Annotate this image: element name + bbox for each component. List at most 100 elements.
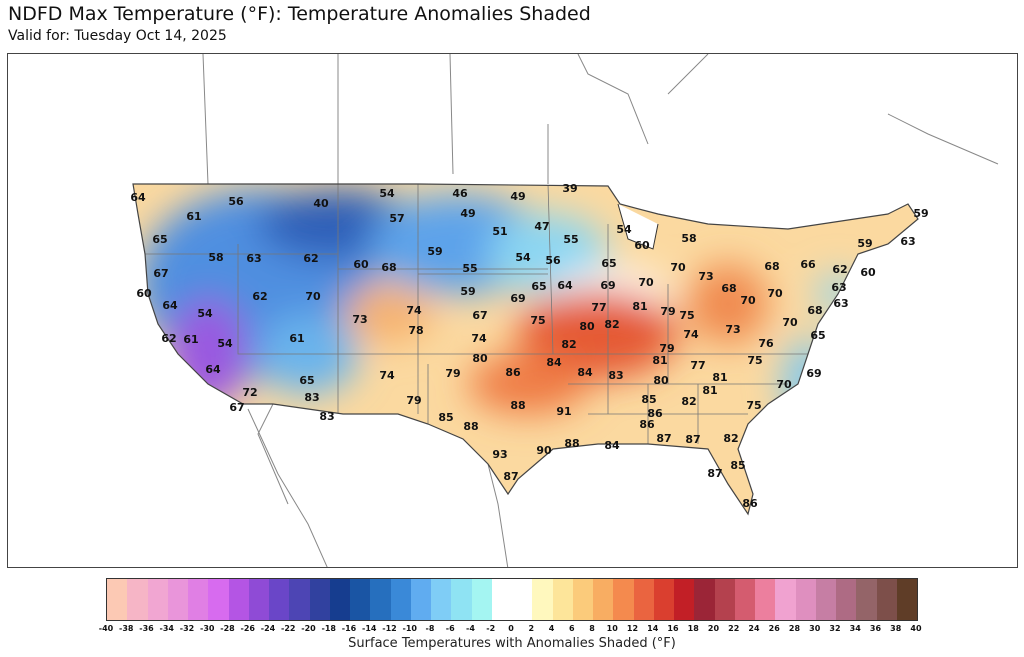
temperature-label: 58 xyxy=(681,232,697,245)
colorbar-swatch xyxy=(491,579,512,620)
temperature-label: 68 xyxy=(807,304,823,317)
colorbar-tick-label: 26 xyxy=(768,624,780,633)
temperature-label: 61 xyxy=(289,332,305,345)
colorbar-swatch xyxy=(532,579,553,620)
temperature-label: 87 xyxy=(685,433,701,446)
colorbar-swatch xyxy=(694,579,715,620)
colorbar-swatch xyxy=(674,579,695,620)
temperature-label: 86 xyxy=(742,497,758,510)
colorbar-tick-label: -2 xyxy=(486,624,496,633)
colorbar-tick-label: -26 xyxy=(240,624,255,633)
colorbar-swatch xyxy=(896,579,917,620)
temperature-label: 88 xyxy=(564,437,580,450)
temperature-label: 49 xyxy=(460,207,476,220)
colorbar-swatch xyxy=(188,579,209,620)
temperature-label: 83 xyxy=(608,369,624,382)
temperature-label: 86 xyxy=(647,407,663,420)
colorbar-tick-label: -16 xyxy=(341,624,357,633)
colorbar-tick-label: -20 xyxy=(301,624,316,633)
temperature-label: 80 xyxy=(653,374,669,387)
colorbar-tick-label: -8 xyxy=(425,624,435,633)
colorbar-swatch xyxy=(289,579,310,620)
colorbar-swatch xyxy=(167,579,188,620)
colorbar-tick-label: -18 xyxy=(321,624,336,633)
colorbar-tick-label: 40 xyxy=(910,624,922,633)
temperature-label: 80 xyxy=(472,352,488,365)
temperature-label: 64 xyxy=(557,279,573,292)
temperature-label: 56 xyxy=(228,195,244,208)
colorbar-tick-label: 38 xyxy=(890,624,902,633)
colorbar-swatch xyxy=(653,579,674,620)
temperature-label: 70 xyxy=(305,290,321,303)
temperature-label: 76 xyxy=(758,337,774,350)
temperature-label: 70 xyxy=(767,287,783,300)
temperature-label: 62 xyxy=(161,332,177,345)
colorbar-swatch xyxy=(248,579,269,620)
colorbar-tick-label: -34 xyxy=(159,624,174,633)
colorbar-tick-label: -36 xyxy=(139,624,154,633)
temperature-label: 69 xyxy=(806,367,822,380)
colorbar-swatch xyxy=(876,579,897,620)
temperature-label: 79 xyxy=(445,367,461,380)
temperature-label: 65 xyxy=(601,257,617,270)
temperature-label: 54 xyxy=(197,307,213,320)
temperature-label: 77 xyxy=(591,301,607,314)
temperature-label: 73 xyxy=(725,323,741,336)
colorbar-swatch xyxy=(471,579,492,620)
temperature-label: 55 xyxy=(563,233,579,246)
colorbar-swatch xyxy=(350,579,371,620)
temperature-label: 75 xyxy=(530,314,546,327)
temperature-label: 61 xyxy=(183,333,199,346)
temperature-label: 60 xyxy=(136,287,152,300)
colorbar-tick-label: 12 xyxy=(626,624,639,633)
temperature-label: 60 xyxy=(634,239,650,252)
colorbar-tick-label: -40 xyxy=(98,624,114,633)
temperature-label: 75 xyxy=(747,354,763,367)
temperature-label: 75 xyxy=(746,399,762,412)
temperature-label: 87 xyxy=(656,432,672,445)
temperature-label: 82 xyxy=(561,338,577,351)
colorbar-tick-label: 28 xyxy=(788,624,801,633)
temperature-label: 64 xyxy=(162,299,178,312)
temperature-label: 82 xyxy=(604,318,620,331)
temperature-label: 59 xyxy=(427,245,443,258)
temperature-label: 67 xyxy=(472,309,488,322)
temperature-label: 67 xyxy=(229,401,245,414)
temperature-label: 87 xyxy=(503,470,519,483)
colorbar-tick-label: 16 xyxy=(667,624,679,633)
colorbar-tick-label: -38 xyxy=(119,624,134,633)
colorbar-tick-label: 34 xyxy=(849,624,861,633)
temperature-label: 64 xyxy=(130,191,146,204)
temperature-label: 80 xyxy=(579,320,595,333)
colorbar-tick-label: -28 xyxy=(220,624,235,633)
colorbar-tick-label: 30 xyxy=(809,624,821,633)
temperature-label: 65 xyxy=(810,329,826,342)
colorbar-tick-label: -4 xyxy=(466,624,475,633)
temperature-label: 54 xyxy=(515,251,531,264)
colorbar-tick-label: -14 xyxy=(362,624,377,633)
temperature-label: 70 xyxy=(638,276,654,289)
temperature-label: 57 xyxy=(389,212,405,225)
temperature-label: 63 xyxy=(900,235,916,248)
colorbar-swatch xyxy=(593,579,614,620)
temperature-label: 58 xyxy=(208,251,224,264)
temperature-label: 55 xyxy=(462,262,478,275)
colorbar-tick-label: -32 xyxy=(179,624,195,633)
chart-title: NDFD Max Temperature (°F): Temperature A… xyxy=(8,3,591,25)
colorbar-swatch xyxy=(512,579,533,620)
temperature-label: 79 xyxy=(660,305,676,318)
temperature-label: 70 xyxy=(670,261,686,274)
temperature-label: 59 xyxy=(913,207,929,220)
colorbar-swatch xyxy=(795,579,816,620)
temperature-label: 54 xyxy=(379,187,395,200)
colorbar-swatch xyxy=(107,579,128,620)
temperature-label: 40 xyxy=(313,197,329,210)
temperature-label: 81 xyxy=(712,371,728,384)
temperature-label: 82 xyxy=(681,395,697,408)
temperature-label: 85 xyxy=(438,411,454,424)
temperature-label: 68 xyxy=(381,261,397,274)
temperature-label: 82 xyxy=(723,432,739,445)
colorbar-tick-label: -12 xyxy=(382,624,397,633)
colorbar-swatch xyxy=(309,579,330,620)
colorbar-swatch xyxy=(127,579,148,620)
